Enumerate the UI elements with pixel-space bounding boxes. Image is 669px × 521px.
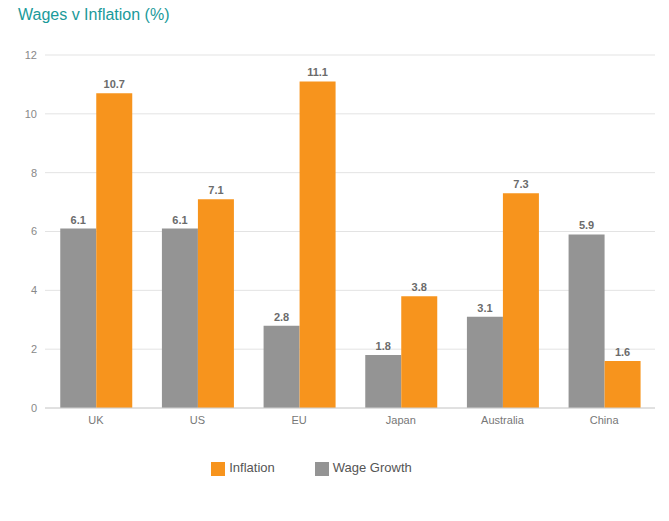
- svg-text:Japan: Japan: [386, 414, 416, 426]
- svg-text:2.8: 2.8: [274, 311, 289, 323]
- svg-text:3.1: 3.1: [477, 302, 492, 314]
- svg-text:6.1: 6.1: [71, 214, 86, 226]
- svg-text:1.8: 1.8: [376, 340, 391, 352]
- svg-text:7.3: 7.3: [513, 178, 528, 190]
- svg-text:11.1: 11.1: [307, 66, 328, 78]
- svg-text:US: US: [190, 414, 205, 426]
- svg-text:Australia: Australia: [481, 414, 525, 426]
- svg-text:10.7: 10.7: [104, 78, 125, 90]
- svg-text:12: 12: [25, 49, 37, 61]
- html-text:Wage Growth: Wage Growth: [332, 460, 412, 475]
- svg-text:2: 2: [31, 343, 37, 355]
- svg-text:10: 10: [25, 108, 37, 120]
- svg-text:1.6: 1.6: [615, 346, 630, 358]
- svg-text:6: 6: [31, 225, 37, 237]
- svg-text:6.1: 6.1: [172, 214, 187, 226]
- html-text:Wages v Inflation (%): Wages v Inflation (%): [18, 6, 170, 23]
- svg-text:EU: EU: [292, 414, 307, 426]
- svg-text:5.9: 5.9: [579, 219, 594, 231]
- svg-text:0: 0: [31, 402, 37, 414]
- svg-text:7.1: 7.1: [208, 184, 223, 196]
- svg-text:8: 8: [31, 167, 37, 179]
- svg-text:China: China: [590, 414, 620, 426]
- svg-text:3.8: 3.8: [412, 281, 427, 293]
- svg-text:UK: UK: [88, 414, 104, 426]
- svg-text:4: 4: [31, 284, 37, 296]
- html-text:Inflation: Inflation: [229, 460, 275, 475]
